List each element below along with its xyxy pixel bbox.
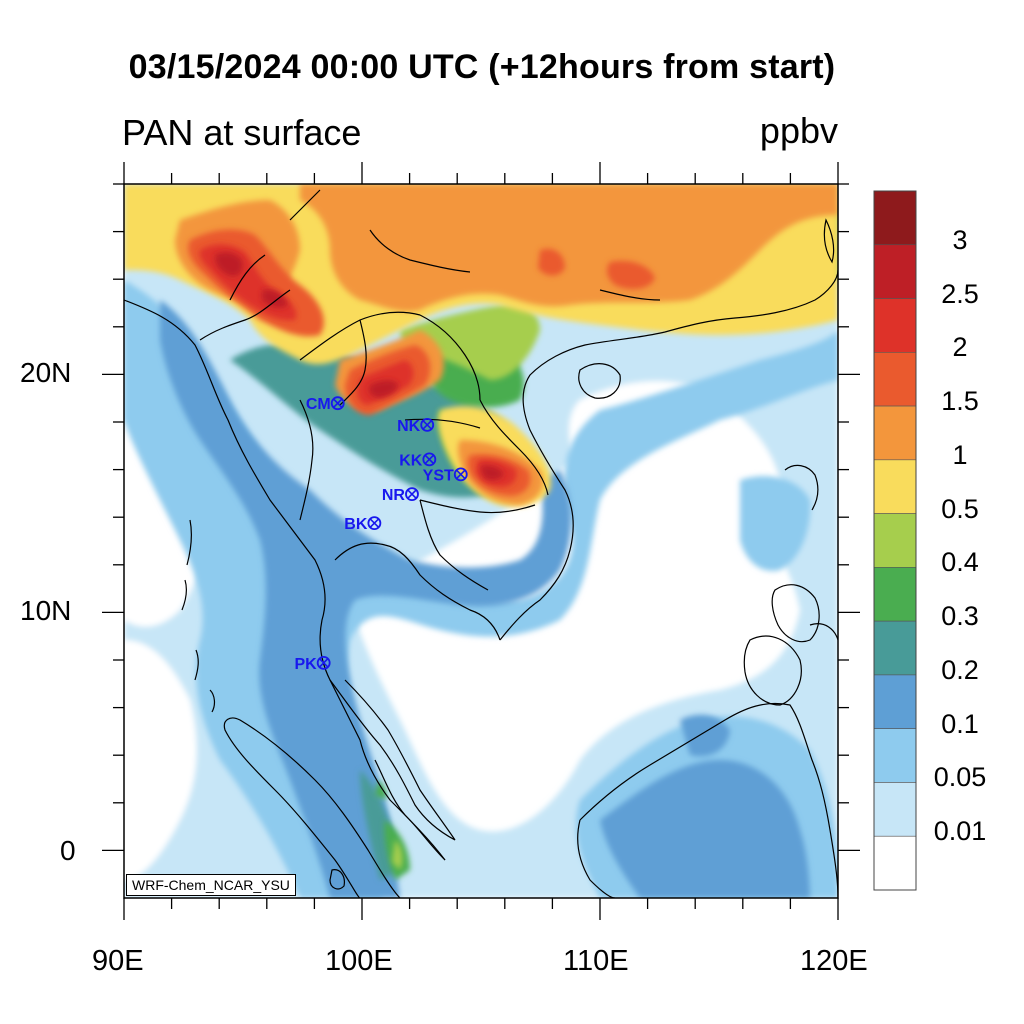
station-label: CM [306,396,331,413]
colorbar-swatch [873,459,917,514]
colorbar-label: 0.01 [933,816,987,847]
station-label: NR [382,487,406,504]
model-credit: WRF-Chem_NCAR_YSU [126,874,296,896]
y-tick-label-10n: 10N [20,595,72,626]
colorbar-swatch [873,513,917,568]
colorbar-label: 1 [952,439,968,470]
units-label: ppbv [759,110,838,151]
colorbar-swatch [873,190,917,246]
colorbar-label: 0.4 [941,547,979,578]
concentration-field [124,184,838,898]
x-tick-label-120e: 120E [800,945,868,977]
colorbar-swatch [873,244,917,299]
colorbar-swatch [873,620,917,676]
colorbar-label: 0.3 [941,601,979,632]
colorbar-label: 0.5 [941,493,979,524]
map-title: 03/15/2024 00:00 UTC (+12hours from star… [128,48,836,86]
station-bk: BK [344,516,382,533]
station-nr: NR [382,487,419,504]
colorbar-label: 3 [952,224,968,255]
station-nk: NK [397,418,435,435]
colorbar [873,190,917,891]
colorbar-swatch [873,352,917,407]
colorbar-swatch [873,728,917,783]
variable-label: PAN at surface [122,112,362,153]
colorbar-swatch [873,835,917,891]
x-tick-label-100e: 100E [325,945,393,977]
y-tick-label-20n: 20N [20,357,72,388]
station-pk: PK [294,656,331,673]
colorbar-swatch [873,674,917,729]
colorbar-label: 2.5 [941,278,979,309]
y-tick-label-0: 0 [60,835,76,866]
station-yst: YST [423,467,468,484]
colorbar-swatch [873,298,917,353]
colorbar-swatch [873,567,917,622]
colorbar-label: 0.05 [933,762,987,793]
station-kk: KK [399,452,437,469]
plot-frame [102,162,860,920]
station-label: PK [294,656,317,673]
colorbar-swatch [873,782,917,837]
station-cm: CM [306,396,345,413]
coastlines-and-borders [124,189,838,898]
x-tick-label-90e: 90E [92,945,144,977]
station-label: KK [399,452,423,469]
colorbar-label: 1.5 [941,386,979,417]
x-tick-label-110e: 110E [563,945,629,977]
colorbar-label: 0.2 [941,654,979,685]
colorbar-label: 2 [952,332,968,363]
station-label: BK [344,516,368,533]
colorbar-label: 0.1 [941,708,979,739]
station-label: NK [397,418,421,435]
station-label: YST [423,467,454,484]
colorbar-swatch [873,405,917,461]
